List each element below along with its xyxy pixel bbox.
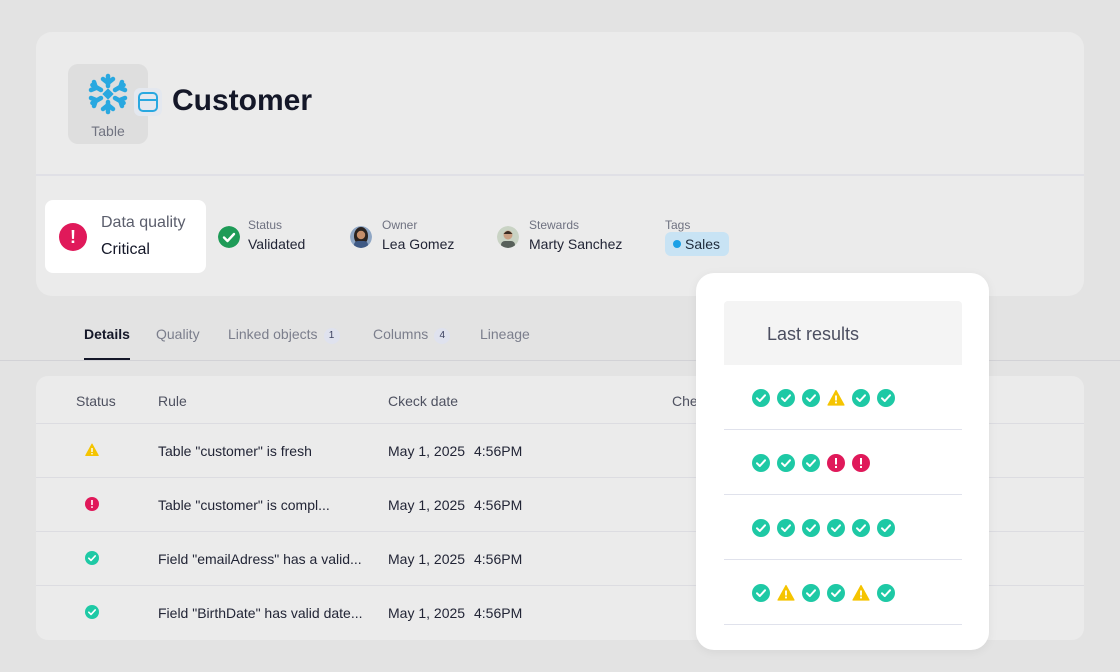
success-icon bbox=[852, 519, 870, 537]
tag-sales[interactable]: Sales bbox=[665, 232, 730, 256]
tab-lineage[interactable]: Lineage bbox=[480, 326, 530, 360]
success-icon bbox=[802, 519, 820, 537]
columns-count: 4 bbox=[434, 328, 451, 344]
steward-avatar bbox=[497, 226, 519, 248]
success-icon bbox=[752, 584, 770, 602]
tab-columns-label: Columns bbox=[373, 326, 429, 342]
header-top: Table Customer bbox=[36, 32, 1084, 176]
owner-label: Owner bbox=[382, 218, 418, 232]
success-icon bbox=[852, 389, 870, 407]
table-row[interactable]: Table "customer" is compl... May 1, 2025… bbox=[36, 477, 1084, 531]
stewards-label: Stewards bbox=[529, 218, 580, 232]
rule-name: Field "emailAdress" has a valid... bbox=[158, 551, 362, 567]
column-header-rule: Rule bbox=[158, 393, 187, 409]
tag-label: Sales bbox=[685, 236, 721, 252]
check-time: 4:56PM bbox=[474, 551, 523, 567]
rule-name: Table "customer" is compl... bbox=[158, 497, 330, 513]
column-header-status: Status bbox=[76, 393, 116, 409]
table-row[interactable]: Field "emailAdress" has a valid... May 1… bbox=[36, 531, 1084, 585]
success-icon bbox=[752, 519, 770, 537]
success-icon bbox=[802, 584, 820, 602]
result-history-row[interactable] bbox=[724, 560, 962, 625]
tab-quality[interactable]: Quality bbox=[156, 326, 200, 360]
last-results-header: Last results bbox=[724, 301, 962, 365]
success-icon bbox=[85, 551, 99, 565]
status-field: Status Validated bbox=[218, 216, 328, 256]
success-icon bbox=[802, 454, 820, 472]
last-results-panel: Last results bbox=[696, 273, 989, 650]
error-icon bbox=[827, 454, 845, 472]
check-time: 4:56PM bbox=[474, 443, 523, 459]
success-icon bbox=[752, 389, 770, 407]
rule-name: Table "customer" is fresh bbox=[158, 443, 312, 459]
owner-name: Lea Gomez bbox=[382, 236, 455, 252]
success-icon bbox=[877, 584, 895, 602]
success-icon bbox=[877, 519, 895, 537]
warning-icon bbox=[85, 443, 99, 456]
stewards-field[interactable]: Stewards Marty Sanchez bbox=[497, 216, 637, 256]
column-header-check: Che bbox=[672, 393, 698, 409]
check-time: 4:56PM bbox=[474, 605, 523, 621]
column-header-check-date: Ckeck date bbox=[388, 393, 459, 409]
success-icon bbox=[777, 519, 795, 537]
owner-avatar bbox=[350, 226, 372, 248]
tag-color-dot bbox=[673, 240, 681, 248]
status-label: Status bbox=[248, 218, 283, 232]
table-row[interactable]: Field "BirthDate" has valid date... May … bbox=[36, 585, 1084, 639]
warning-icon bbox=[777, 584, 795, 601]
tab-quality-label: Quality bbox=[156, 326, 200, 342]
header-card: Table Customer ! Data quality Critical S… bbox=[36, 32, 1084, 296]
tags-field: Tags Sales bbox=[665, 216, 745, 256]
tabs-divider bbox=[0, 360, 1120, 361]
check-date: May 1, 2025 bbox=[388, 443, 466, 459]
table-icon bbox=[134, 88, 162, 116]
success-icon bbox=[85, 605, 99, 619]
result-history-row[interactable] bbox=[724, 430, 962, 495]
alert-icon: ! bbox=[59, 223, 87, 251]
tab-details-label: Details bbox=[84, 326, 130, 342]
check-time: 4:56PM bbox=[474, 497, 523, 513]
page-title: Customer bbox=[172, 84, 313, 117]
tags-label: Tags bbox=[665, 218, 691, 232]
data-quality-value: Critical bbox=[101, 241, 150, 258]
check-icon bbox=[218, 226, 240, 248]
tab-linked-objects[interactable]: Linked objects 1 bbox=[228, 326, 340, 360]
result-history-row[interactable] bbox=[724, 365, 962, 430]
last-results-title: Last results bbox=[767, 324, 860, 344]
status-value: Validated bbox=[248, 236, 306, 252]
success-icon bbox=[777, 454, 795, 472]
data-quality-card[interactable]: ! Data quality Critical bbox=[45, 200, 206, 273]
success-icon bbox=[802, 389, 820, 407]
error-icon bbox=[852, 454, 870, 472]
success-icon bbox=[752, 454, 770, 472]
linked-objects-count: 1 bbox=[323, 328, 340, 344]
success-icon bbox=[827, 519, 845, 537]
success-icon bbox=[877, 389, 895, 407]
success-icon bbox=[777, 389, 795, 407]
table-row[interactable]: Table "customer" is fresh May 1, 2025 4:… bbox=[36, 423, 1084, 477]
owner-field[interactable]: Owner Lea Gomez bbox=[350, 216, 470, 256]
tab-details[interactable]: Details bbox=[84, 326, 130, 360]
check-date: May 1, 2025 bbox=[388, 497, 466, 513]
tab-columns[interactable]: Columns 4 bbox=[373, 326, 451, 360]
success-icon bbox=[827, 584, 845, 602]
steward-name: Marty Sanchez bbox=[529, 236, 623, 252]
metadata-row: ! Data quality Critical Status Validated bbox=[36, 200, 1084, 273]
warning-icon bbox=[827, 389, 845, 406]
check-date: May 1, 2025 bbox=[388, 551, 466, 567]
data-quality-label: Data quality bbox=[101, 214, 186, 231]
warning-icon bbox=[852, 584, 870, 601]
tab-lineage-label: Lineage bbox=[480, 326, 530, 342]
tab-linked-objects-label: Linked objects bbox=[228, 326, 318, 342]
object-type-label: Table bbox=[91, 123, 125, 139]
snowflake-icon bbox=[88, 73, 128, 115]
check-date: May 1, 2025 bbox=[388, 605, 466, 621]
result-history-row[interactable] bbox=[724, 495, 962, 560]
error-icon bbox=[85, 497, 99, 511]
rule-name: Field "BirthDate" has valid date... bbox=[158, 605, 363, 621]
